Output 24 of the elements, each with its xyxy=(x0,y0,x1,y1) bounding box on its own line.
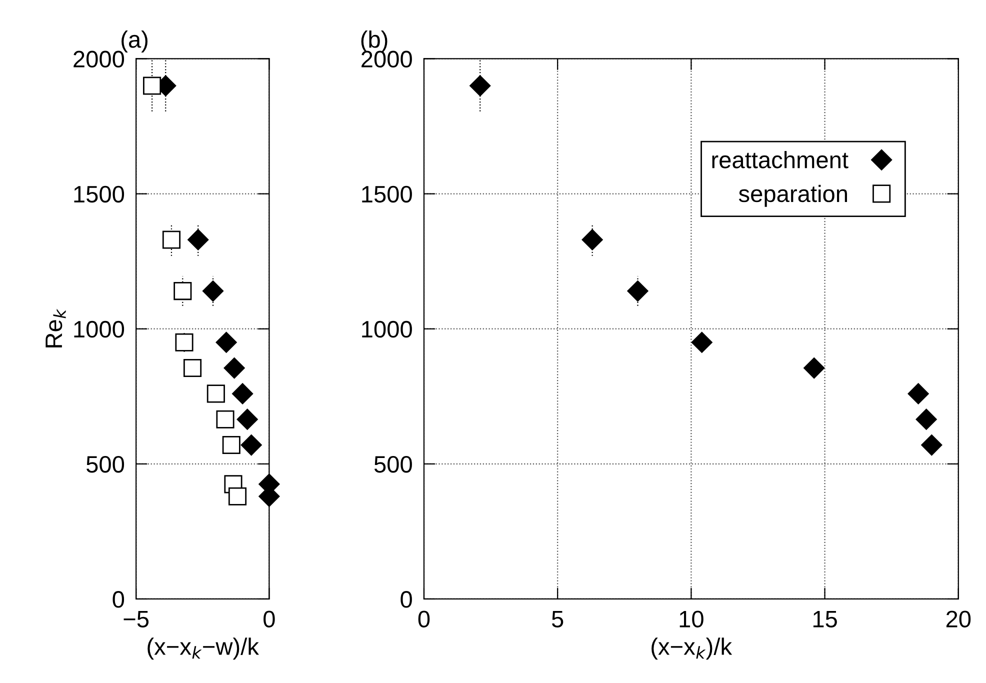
y-tick-label: 500 xyxy=(374,456,412,473)
chart-title: (b) xyxy=(361,30,388,53)
legend-label: reattachment xyxy=(712,151,848,168)
y-tick-label: 2000 xyxy=(74,50,124,68)
x-tick-label: 20 xyxy=(946,610,971,628)
x-tick-label: 5 xyxy=(552,610,564,628)
y-tick-label: 500 xyxy=(86,456,124,473)
y-tick-label: 1500 xyxy=(74,186,124,203)
y-axis-title: Re$_{k}$ xyxy=(46,308,66,348)
x-tick-label: 15 xyxy=(813,610,837,628)
x-tick-label: 10 xyxy=(680,610,704,628)
legend-label: separation xyxy=(738,184,847,207)
chart-title: (a) xyxy=(122,30,148,53)
x-tick-label: −5 xyxy=(124,610,149,628)
y-tick-label: 1000 xyxy=(362,320,412,338)
x-axis-title: (x−x$_{k}$−w)/k xyxy=(148,638,259,660)
y-tick-label: 2000 xyxy=(362,50,412,68)
y-tick-label: 1000 xyxy=(74,320,124,338)
x-axis-title: (x−x$_{k}$)/k xyxy=(652,638,732,660)
y-tick-label: 1500 xyxy=(362,186,412,203)
x-tick-label: 0 xyxy=(264,610,275,628)
x-tick-label: 0 xyxy=(418,610,430,628)
y-tick-label: 0 xyxy=(112,591,124,608)
y-tick-label: 0 xyxy=(400,591,412,608)
